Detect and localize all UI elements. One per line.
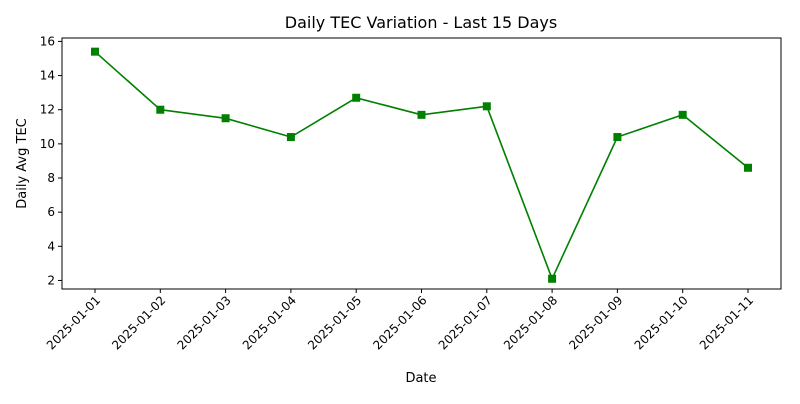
y-tick-label: 8 bbox=[47, 171, 55, 185]
x-tick-label: 2025-01-04 bbox=[240, 293, 299, 352]
x-tick-label: 2025-01-08 bbox=[501, 293, 560, 352]
y-axis-label: Daily Avg TEC bbox=[15, 118, 30, 208]
y-tick-label: 6 bbox=[47, 205, 55, 219]
data-point bbox=[91, 47, 99, 56]
y-tick-label: 16 bbox=[40, 34, 55, 48]
x-tick-label: 2025-01-11 bbox=[697, 293, 756, 352]
series-line bbox=[94, 51, 749, 280]
y-tick-label: 10 bbox=[40, 137, 55, 151]
x-tick-label: 2025-01-10 bbox=[632, 293, 691, 352]
data-point bbox=[744, 163, 752, 172]
data-point bbox=[286, 133, 295, 142]
x-tick-label: 2025-01-06 bbox=[370, 293, 429, 352]
x-tick-label: 2025-01-02 bbox=[109, 293, 168, 352]
x-tick-label: 2025-01-09 bbox=[566, 293, 625, 352]
plot-frame bbox=[61, 37, 782, 290]
data-point bbox=[678, 110, 687, 119]
x-tick-label: 2025-01-05 bbox=[305, 293, 364, 352]
data-point bbox=[352, 93, 361, 102]
y-tick-label: 4 bbox=[47, 239, 55, 253]
data-point bbox=[156, 105, 165, 114]
data-point bbox=[221, 114, 230, 123]
data-point bbox=[417, 110, 426, 119]
y-tick-label: 14 bbox=[40, 69, 55, 83]
y-tick-label: 2 bbox=[47, 273, 55, 287]
x-axis-label: Date bbox=[405, 371, 436, 386]
data-point bbox=[482, 102, 491, 111]
y-tick-label: 12 bbox=[40, 103, 55, 117]
chart-title: Daily TEC Variation - Last 15 Days bbox=[285, 13, 557, 32]
data-point bbox=[548, 274, 557, 283]
x-tick-label: 2025-01-01 bbox=[44, 293, 103, 352]
x-tick-label: 2025-01-07 bbox=[436, 293, 495, 352]
data-point bbox=[613, 133, 622, 142]
x-tick-label: 2025-01-03 bbox=[175, 293, 234, 352]
